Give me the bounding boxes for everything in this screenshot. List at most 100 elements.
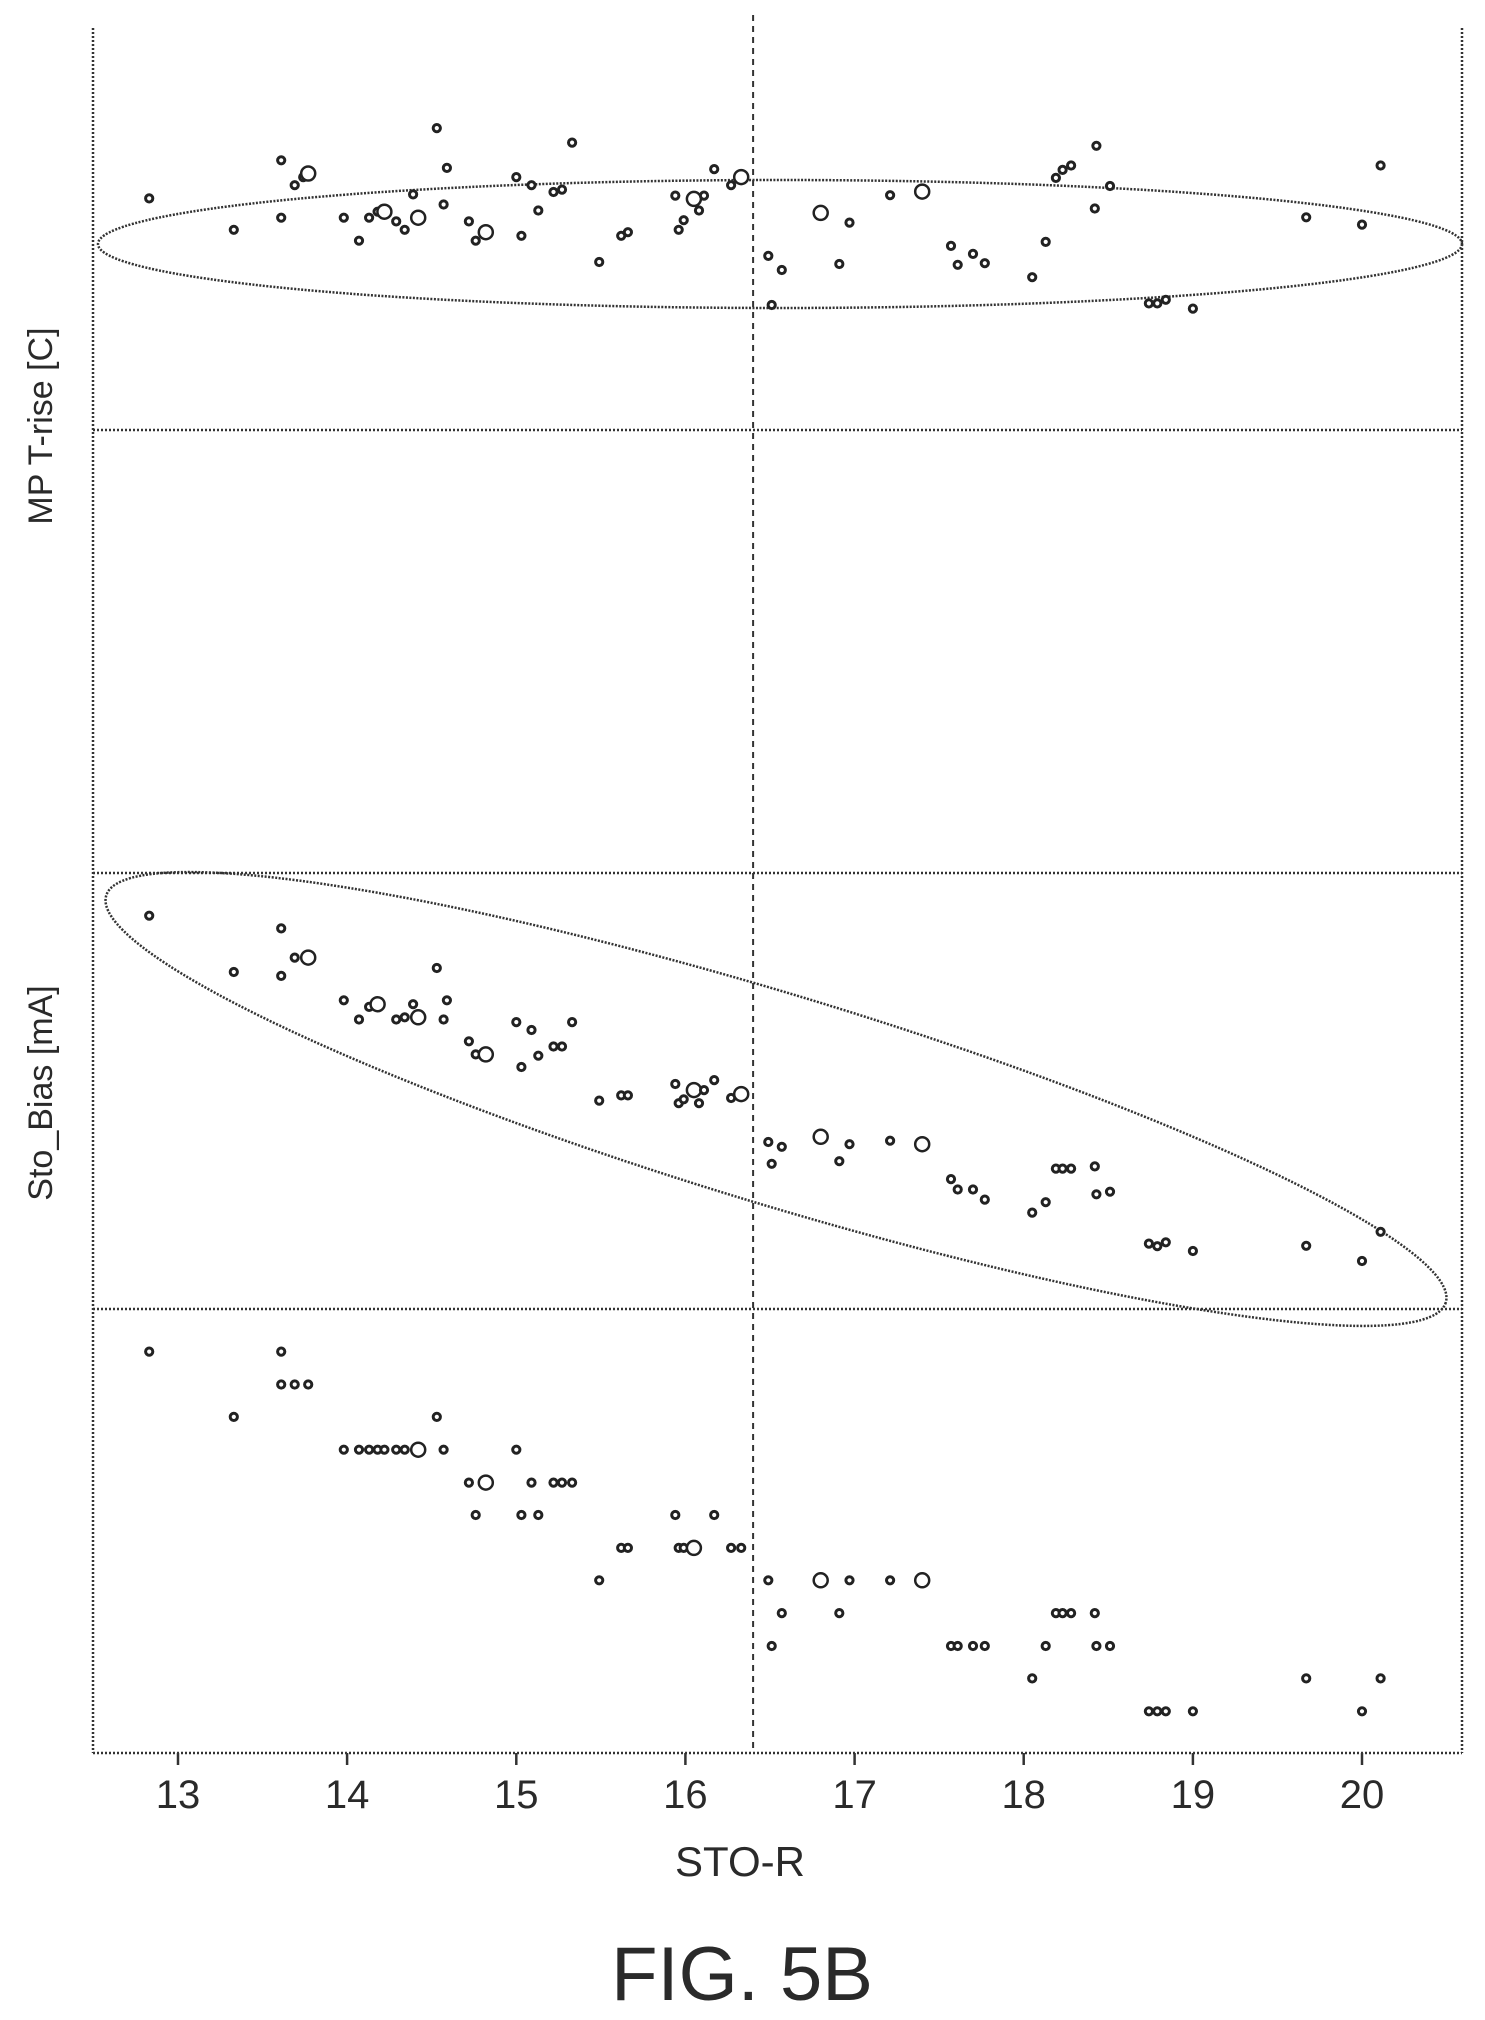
data-point-sto-bias-59 <box>1143 1238 1155 1249</box>
data-point-sto-bias-33 <box>685 1081 703 1099</box>
data-point-mp-trise-8 <box>353 235 365 246</box>
data-point-mp-trise-58 <box>1089 203 1100 214</box>
data-point-bottom-61 <box>1356 1706 1368 1717</box>
data-point-mp-trise-31 <box>622 227 634 238</box>
data-point-bottom-36 <box>763 1575 774 1586</box>
data-point-mp-trise-3 <box>276 212 287 223</box>
data-point-sto-bias-36 <box>709 1075 720 1086</box>
data-point-bottom-32 <box>685 1539 703 1557</box>
panel-sto-bias-points <box>144 910 1386 1267</box>
data-point-mp-trise-22 <box>511 172 522 183</box>
data-point-sto-bias-57 <box>1091 1189 1102 1200</box>
data-point-bottom-33 <box>709 1509 720 1521</box>
x-axis-ticks: 13 14 15 16 17 18 19 20 <box>156 1753 1384 1817</box>
data-point-sto-bias-16 <box>441 995 452 1006</box>
data-point-sto-bias-23 <box>533 1050 544 1061</box>
data-point-mp-trise-19 <box>463 216 474 227</box>
data-points <box>144 123 1386 1717</box>
data-point-sto-bias-51 <box>1027 1207 1038 1218</box>
data-point-sto-bias-1 <box>228 966 239 978</box>
highlight-ellipses <box>96 178 1464 1328</box>
data-point-bottom-10 <box>379 1444 390 1455</box>
data-point-bottom-5 <box>303 1379 314 1390</box>
data-point-mp-trise-51 <box>967 248 979 259</box>
data-point-mp-trise-0 <box>144 193 155 204</box>
data-point-bottom-17 <box>470 1509 481 1521</box>
data-point-sto-bias-5 <box>299 949 317 966</box>
data-point-mp-trise-41 <box>763 250 774 261</box>
data-point-mp-trise-49 <box>945 240 957 251</box>
data-point-sto-bias-19 <box>477 1046 495 1063</box>
data-point-mp-trise-66 <box>1356 219 1368 230</box>
data-point-bottom-13 <box>409 1441 427 1458</box>
data-point-bottom-43 <box>913 1572 931 1589</box>
data-point-mp-trise-62 <box>1152 298 1163 309</box>
data-point-bottom-15 <box>438 1444 449 1455</box>
data-point-mp-trise-1 <box>228 224 239 235</box>
data-point-mp-trise-64 <box>1187 303 1199 314</box>
data-point-bottom-60 <box>1301 1673 1312 1684</box>
data-point-mp-trise-43 <box>776 264 787 276</box>
data-point-sto-bias-35 <box>698 1085 710 1096</box>
data-point-sto-bias-9 <box>369 995 386 1013</box>
data-point-sto-bias-14 <box>431 962 442 974</box>
data-point-mp-trise-63 <box>1160 294 1171 305</box>
data-point-mp-trise-47 <box>885 190 896 201</box>
data-point-sto-bias-21 <box>516 1061 527 1073</box>
data-point-sto-bias-13 <box>409 1009 427 1026</box>
data-point-mp-trise-40 <box>732 168 750 186</box>
data-point-sto-bias-58 <box>1104 1186 1116 1197</box>
data-point-mp-trise-17 <box>438 199 449 210</box>
data-point-mp-trise-60 <box>1104 180 1116 192</box>
data-point-mp-trise-28 <box>567 137 578 148</box>
data-point-mp-trise-7 <box>338 212 349 223</box>
data-point-sto-bias-12 <box>408 999 419 1010</box>
data-point-sto-bias-15 <box>438 1014 449 1025</box>
data-point-sto-bias-4 <box>289 952 300 963</box>
x-tick-label-17: 17 <box>832 1773 877 1817</box>
data-point-mp-trise-33 <box>673 224 684 235</box>
data-point-mp-trise-67 <box>1375 160 1386 171</box>
x-tick-label-13: 13 <box>156 1773 201 1817</box>
data-point-mp-trise-56 <box>1057 164 1068 175</box>
data-point-mp-trise-4 <box>289 180 300 191</box>
data-point-bottom-19 <box>511 1444 522 1455</box>
data-point-mp-trise-45 <box>834 258 845 270</box>
x-tick-label-14: 14 <box>325 1773 370 1817</box>
data-point-mp-trise-54 <box>1040 236 1051 247</box>
data-point-mp-trise-65 <box>1301 212 1312 223</box>
data-point-sto-bias-46 <box>913 1135 931 1153</box>
axis-labels: STO-R MP T-rise [C] Sto_Bias [mA] FIG. 5… <box>22 327 873 2017</box>
y-axis-label-sto-bias: Sto_Bias [mA] <box>22 985 60 1200</box>
data-point-bottom-20 <box>516 1509 527 1521</box>
data-point-mp-trise-15 <box>409 209 427 226</box>
data-point-bottom-21 <box>526 1477 537 1488</box>
data-point-mp-trise-29 <box>594 256 605 268</box>
data-point-mp-trise-27 <box>556 184 568 195</box>
data-point-sto-bias-65 <box>1375 1226 1386 1237</box>
data-point-sto-bias-44 <box>844 1139 855 1150</box>
data-point-bottom-0 <box>144 1346 155 1357</box>
data-point-bottom-14 <box>431 1411 442 1423</box>
data-point-bottom-58 <box>1160 1706 1171 1717</box>
plot-frame <box>91 28 1464 1755</box>
data-point-bottom-26 <box>594 1575 605 1586</box>
data-point-mp-trise-16 <box>431 123 442 134</box>
data-point-sto-bias-25 <box>556 1041 568 1052</box>
y-axis-label-mp-trise: MP T-rise [C] <box>22 327 60 524</box>
data-point-sto-bias-2 <box>276 923 287 934</box>
data-point-bottom-22 <box>533 1509 544 1521</box>
data-point-bottom-52 <box>1066 1608 1077 1619</box>
data-point-bottom-28 <box>622 1542 634 1554</box>
data-point-sto-bias-60 <box>1152 1241 1163 1252</box>
x-axis-label: STO-R <box>675 1838 805 1885</box>
data-point-mp-trise-35 <box>685 190 703 208</box>
data-point-bottom-37 <box>766 1640 777 1652</box>
data-point-bottom-62 <box>1375 1673 1386 1684</box>
data-point-mp-trise-26 <box>548 186 559 198</box>
data-point-bottom-42 <box>885 1575 896 1586</box>
data-point-sto-bias-42 <box>812 1128 829 1146</box>
data-point-mp-trise-44 <box>812 204 829 222</box>
data-point-mp-trise-13 <box>399 224 410 235</box>
data-point-bottom-8 <box>364 1444 375 1455</box>
